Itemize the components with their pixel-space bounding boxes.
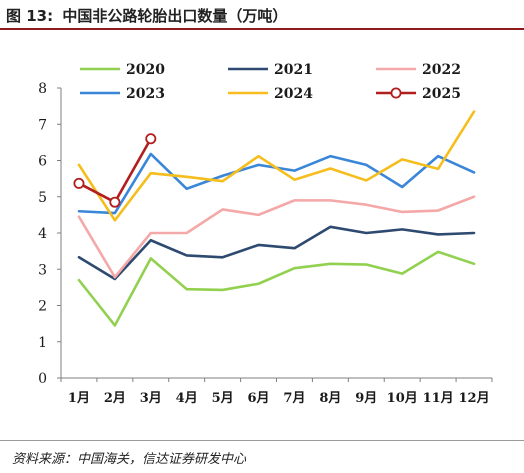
x-tick-label: 11月 [423,391,454,406]
legend-item-2020: 2020 [80,62,165,78]
x-tick-label: 1月 [68,391,90,406]
y-tick-label: 2 [38,299,47,315]
y-tick-label: 6 [38,154,47,170]
y-tick-label: 7 [38,117,47,133]
legend-label: 2021 [274,62,313,78]
source-note: 资料来源：中国海关，信达证券研发中心 [12,452,247,467]
data-point-2025 [73,177,85,189]
figure-header: 图 13: 中国非公路轮胎出口数量（万吨） [0,0,524,34]
y-tick-label: 0 [38,371,47,387]
x-tick-label: 2月 [104,391,126,406]
legend-label: 2023 [126,86,165,102]
legend-label: 2020 [126,62,165,78]
x-tick-label: 12月 [458,391,489,406]
series-2025 [73,133,157,208]
series-line-2020 [77,250,476,327]
x-tick-label: 3月 [140,391,162,406]
legend-marker [390,87,402,99]
legend-label: 2022 [422,62,461,78]
figure-title: 中国非公路轮胎出口数量（万吨） [62,7,288,25]
series-line-2024 [77,110,476,222]
y-tick-label: 4 [38,226,47,242]
footer-rule [0,440,524,441]
data-point-2025 [109,196,121,208]
x-tick-label: 7月 [283,391,305,406]
series-2024 [77,110,476,222]
series-2021 [77,225,476,281]
x-tick-label: 6月 [248,391,270,406]
y-tick-label: 3 [38,262,47,278]
data-point-2025 [145,133,157,145]
figure-title-line: 图 13: 中国非公路轮胎出口数量（万吨） [6,5,287,26]
figure-number: 图 13: [6,7,54,25]
header-rule [0,28,524,30]
x-tick-label: 4月 [176,391,198,406]
x-tick-label: 5月 [212,391,234,406]
y-tick-label: 1 [38,335,47,351]
y-tick-label: 5 [38,190,47,206]
legend-item-2021: 2021 [228,62,313,78]
series-2022 [77,195,476,279]
legend-item-2024: 2024 [228,86,313,102]
legend-item-2022: 2022 [376,62,461,78]
x-tick-label: 9月 [355,391,377,406]
x-tick-label: 8月 [319,391,341,406]
legend-label: 2025 [422,86,461,102]
line-chart: 0 1 2 3 4 5 6 7 8 1月 2月 3月 4月 5月 6月 7月 8月 9月 10月 11月 12月 2020… [38,62,493,406]
figure-footer: 资料来源：中国海关，信达证券研发中心 [0,440,524,473]
x-tick-label: 10月 [387,391,418,406]
series-line-2022 [77,195,476,279]
series-2020 [77,250,476,327]
legend-item-2023: 2023 [80,86,165,102]
legend-item-2025: 2025 [376,86,461,102]
legend-label: 2024 [274,86,313,102]
y-tick-label: 8 [38,81,47,97]
series-line-2021 [77,225,476,281]
